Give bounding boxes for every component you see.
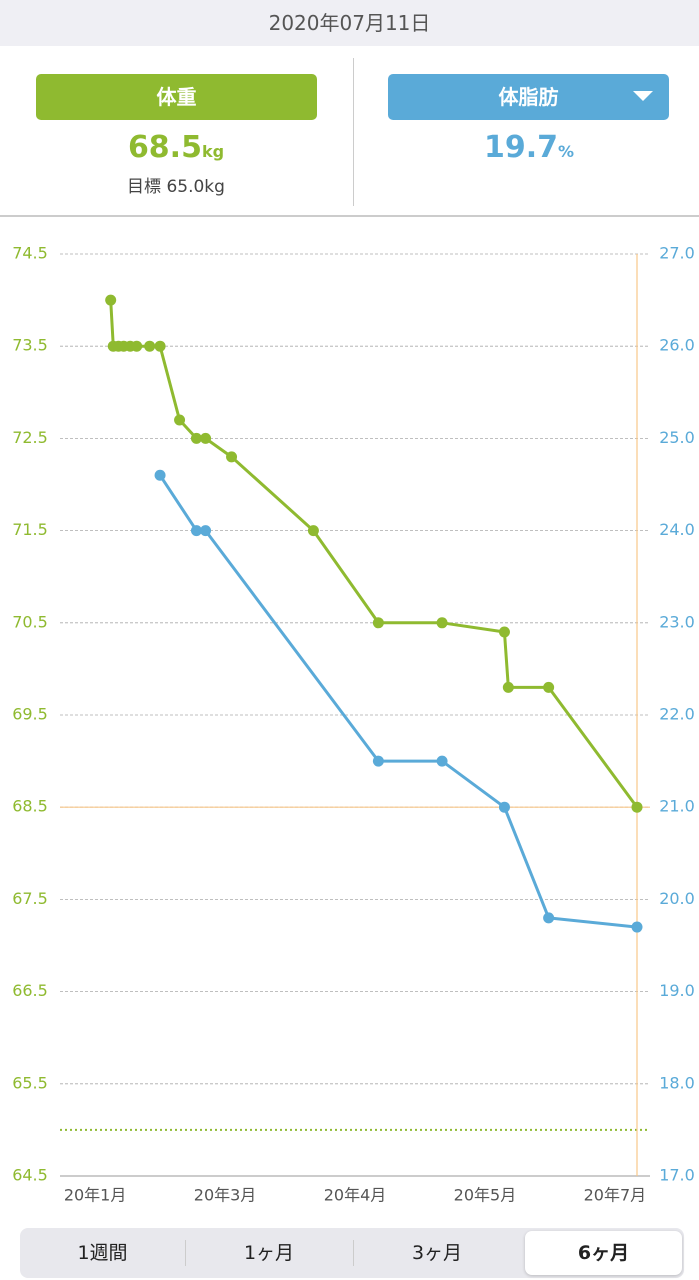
series-line [109,300,639,809]
tab[interactable]: 1週間 [77,1242,128,1264]
data-point [631,801,643,813]
tab[interactable]: 3ヶ月 [411,1242,463,1264]
chart: 64.5 65.5 66.5 67.5 68.5 69.5 70.5 71.5 72.5 73.5… [12,244,695,1205]
y2-tick-label: 27.0 [659,244,695,263]
y2-tick-label: 18.0 [659,1073,695,1092]
data-point [307,525,319,537]
y2-tick-label: 22.0 [659,705,695,724]
y2-tick-label: 24.0 [659,520,695,539]
data-point [144,340,156,352]
y2-tick-label: 19.0 [659,981,695,1000]
tab[interactable]: 1ヶ月 [243,1242,295,1264]
y2-tick-label: 17.0 [659,1166,695,1185]
data-point [543,912,555,924]
y-tick-label: 66.5 [12,981,48,1000]
x-tick-label: 20年1月 [64,1186,127,1205]
x-tick-label: 20年3月 [194,1186,257,1205]
data-point [174,414,186,426]
data-point [105,294,117,306]
y-tick-label: 73.5 [12,336,48,355]
y-tick-label: 67.5 [12,889,48,908]
data-point [372,617,384,629]
dropdown-arrow[interactable] [633,91,653,101]
weight-unit: kg [201,142,225,161]
tab-selected-bg [525,1231,682,1275]
x-tick-label: 20年7月 [584,1186,647,1205]
data-point [543,681,555,693]
data-point [154,469,166,481]
y-tick-label: 74.5 [12,244,48,263]
y2-tick-label: 23.0 [659,612,695,631]
data-point [436,617,448,629]
divider [353,58,354,206]
fat-unit: % [558,142,575,161]
divider [0,215,699,217]
x-tick-label: 20年5月 [454,1186,517,1205]
y2-tick-label: 25.0 [659,428,695,447]
data-point [498,801,510,813]
y-tick-label: 70.5 [12,612,48,631]
fat-value-box: 19.7% [379,130,679,165]
weight-value-box: 68.5kg [26,130,326,165]
x-tick-label: 20年4月 [324,1186,387,1205]
date-header: 2020年07月11日 [0,0,699,46]
y-tick-label: 68.5 [12,797,48,816]
tab-separator [353,1240,354,1266]
data-point [436,755,448,767]
data-point [154,340,166,352]
data-point [498,626,510,638]
goal-text: 目標 65.0kg [127,177,225,197]
data-point [200,525,212,537]
fat-button[interactable]: 体脂肪 [388,74,669,120]
y-tick-label: 69.5 [12,705,48,724]
y-tick-label: 64.5 [12,1166,48,1185]
data-point [631,921,643,933]
y2-tick-label: 26.0 [659,336,695,355]
y2-tick-label: 20.0 [659,889,695,908]
data-point [190,432,202,444]
y2-tick-label: 21.0 [659,797,695,816]
series-line [158,474,638,929]
weight-button[interactable]: 体重 [36,74,317,120]
fat-value: 19.7 [483,130,558,165]
data-point [372,755,384,767]
data-point [200,432,212,444]
y-tick-label: 65.5 [12,1073,48,1092]
data-point [131,340,143,352]
data-point [226,451,238,463]
tab-separator [185,1240,186,1266]
data-point [502,681,514,693]
tab[interactable]: 6ヶ月 [577,1242,630,1264]
y-tick-label: 72.5 [12,428,48,447]
weight-value: 68.5 [127,130,202,165]
data-point [190,525,202,537]
y-tick-label: 71.5 [12,520,48,539]
